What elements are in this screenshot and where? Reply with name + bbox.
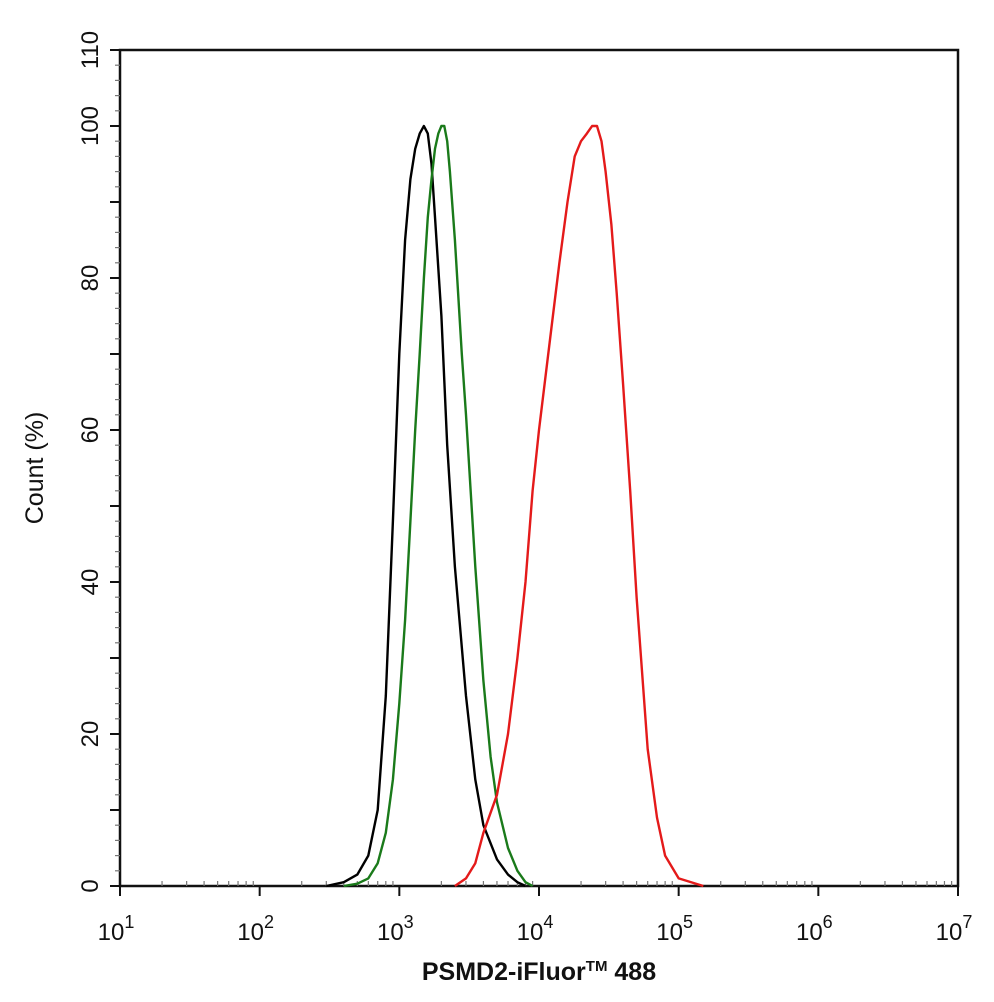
y-tick-label: 100	[77, 106, 104, 146]
y-tick-label: 20	[77, 721, 104, 748]
x-tick-label: 102	[237, 912, 274, 946]
x-axis-title-main: PSMD2-iFluor	[422, 958, 586, 986]
x-tick-exponent: 5	[683, 912, 693, 932]
series-layer	[326, 124, 704, 888]
y-tick-label: 110	[77, 31, 104, 69]
x-tick-exponent: 3	[404, 912, 414, 932]
x-tick-exponent: 7	[962, 912, 972, 932]
x-tick-base: 10	[377, 919, 404, 946]
series-line-3	[454, 124, 704, 888]
y-tick-label: 40	[77, 569, 104, 596]
series-line-2	[343, 124, 534, 888]
x-tick-label: 103	[377, 912, 414, 946]
x-tick-exponent: 6	[823, 912, 833, 932]
x-tick-base: 10	[796, 919, 823, 946]
x-tick-label: 107	[936, 912, 973, 946]
x-tick-base: 10	[98, 919, 125, 946]
series-line-1	[326, 124, 527, 888]
x-tick-base: 10	[237, 919, 264, 946]
x-axis-title-suffix: 488	[607, 958, 656, 986]
y-axis-title: Count (%)	[21, 412, 49, 525]
x-tick-base: 10	[656, 919, 683, 946]
x-axis-title-tm: TM	[586, 958, 608, 975]
y-tick-label: 60	[77, 417, 104, 444]
y-axis-ticks: 0 20 40 60 80 100 110	[77, 31, 120, 893]
x-tick-base: 10	[517, 919, 544, 946]
y-tick-label: 0	[77, 879, 104, 892]
x-tick-label: 104	[517, 912, 554, 946]
x-axis-title: PSMD2-iFluorTM 488	[422, 958, 656, 986]
x-tick-label: 101	[98, 912, 135, 946]
x-tick-base: 10	[936, 919, 963, 946]
x-tick-exponent: 4	[543, 912, 553, 932]
x-tick-label: 105	[656, 912, 693, 946]
x-axis-ticks: 101 102 103 104 105 106 107	[98, 886, 973, 946]
plot-frame	[118, 48, 960, 888]
x-tick-exponent: 1	[124, 912, 134, 932]
x-tick-label: 106	[796, 912, 833, 946]
y-tick-label: 80	[77, 265, 104, 292]
x-tick-exponent: 2	[264, 912, 274, 932]
